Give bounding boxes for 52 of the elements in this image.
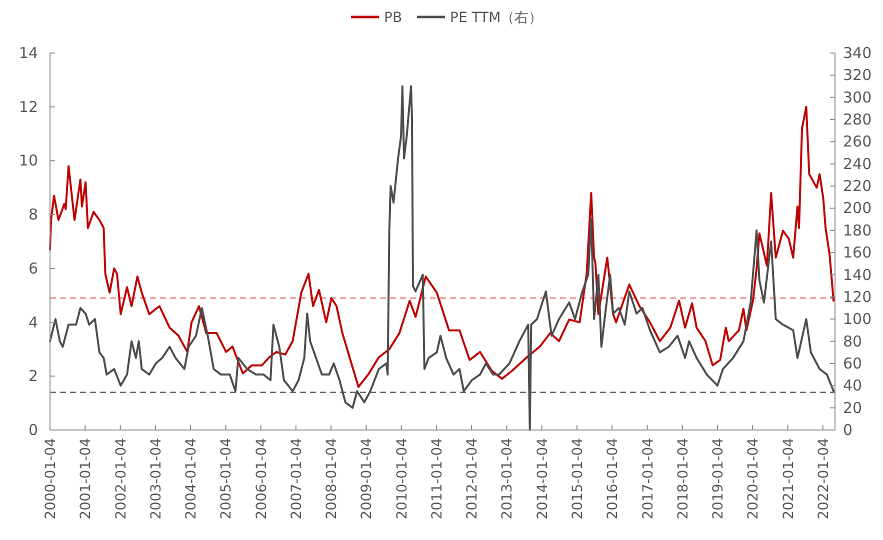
x-tick-label: 2012-01-04	[464, 438, 481, 520]
y-tick-label: 8	[28, 206, 38, 224]
y2-tick-label: 80	[843, 332, 862, 350]
y-tick-label: 0	[28, 421, 38, 439]
line-series	[49, 106, 835, 388]
x-tick-label: 2003-01-04	[148, 438, 164, 520]
y2-tick-label: 0	[843, 421, 853, 439]
x-tick-label: 2020-01-04	[746, 438, 762, 520]
x-tick-label: 2009-01-04	[359, 438, 376, 520]
x-tick-label: 2019-01-04	[710, 438, 726, 520]
x-tick-label: 2007-01-04	[288, 438, 305, 520]
y2-tick-label: 340	[843, 44, 872, 62]
x-tick-label: 2006-01-04	[254, 438, 270, 520]
y2-tick-label: 100	[843, 310, 872, 328]
y2-tick-label: 180	[843, 221, 872, 240]
y-tick-label: 4	[28, 313, 38, 332]
x-tick-label: 2014-01-04	[534, 438, 551, 520]
y2-tick-label: 220	[843, 177, 872, 196]
y2-tick-label: 320	[843, 66, 872, 84]
x-tick-label: 2022-01-04	[816, 438, 832, 520]
y-tick-label: 14	[18, 44, 38, 62]
y2-tick-label: 140	[843, 266, 872, 284]
y2-tick-label: 60	[843, 354, 862, 372]
y2-tick-label: 300	[843, 88, 872, 106]
x-tick-label: 2004-01-04	[184, 438, 200, 520]
x-tick-label: 2002-01-04	[113, 438, 130, 520]
x-tick-label: 2000-01-04	[43, 438, 59, 520]
x-tick-label: 2018-01-04	[675, 438, 692, 520]
x-tick-label: 2015-01-04	[570, 438, 586, 520]
legend-label: PE TTM（右）	[450, 10, 543, 26]
x-tick-label: 2016-01-04	[605, 438, 622, 520]
x-tick-label: 2021-01-04	[780, 438, 797, 520]
x-tick-label: 2001-01-04	[78, 438, 94, 520]
y2-tick-label: 120	[843, 288, 872, 306]
x-tick-label: 2011-01-04	[429, 438, 446, 520]
x-tick-label: 2017-01-04	[640, 438, 656, 520]
y2-tick-label: 240	[843, 154, 872, 173]
y2-tick-label: 40	[843, 376, 862, 395]
y2-tick-label: 200	[843, 199, 872, 218]
y2-tick-label: 260	[843, 132, 872, 151]
x-tick-label: 2013-01-04	[500, 438, 516, 520]
y-tick-label: 10	[18, 152, 38, 170]
x-tick-label: 2008-01-04	[324, 438, 340, 520]
y-tick-label: 2	[28, 367, 38, 386]
y2-tick-label: 20	[843, 398, 862, 417]
x-tick-label: 2005-01-04	[218, 438, 235, 520]
y-tick-label: 6	[28, 259, 38, 278]
y2-tick-label: 160	[843, 244, 872, 262]
y2-tick-label: 280	[843, 110, 872, 129]
x-tick-label: 2010-01-04	[394, 438, 410, 520]
legend-label: PB	[384, 10, 402, 26]
y-tick-label: 12	[18, 98, 38, 116]
